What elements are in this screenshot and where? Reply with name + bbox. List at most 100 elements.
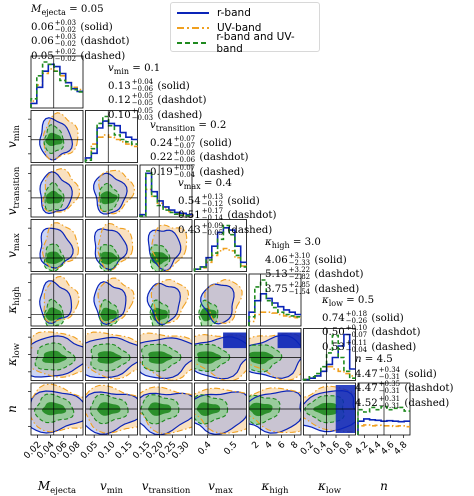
x-tick-label: 0.05 (79, 440, 100, 461)
joint-panel-v_max-n (194, 382, 247, 436)
rband-contour (200, 283, 235, 325)
marginal-panel-M_ejecta (30, 55, 84, 109)
annotation-header: κlow = 0.5 (322, 295, 375, 309)
panel-frame (30, 55, 84, 109)
marginal-panel-n (357, 382, 411, 436)
panel-contours (39, 112, 79, 161)
y-axis-label: vmax (5, 233, 22, 258)
panel-frame (194, 328, 247, 381)
panel-contours (140, 386, 192, 435)
combined-contour (249, 394, 281, 425)
panel-contours (31, 331, 83, 378)
joint-panel-v_min-kappa_low (85, 328, 138, 381)
combined-contour (43, 243, 66, 272)
legend-swatch-dashed (177, 42, 209, 44)
panel-contours (147, 224, 188, 272)
rband-contour (31, 335, 83, 378)
legend-entry-rband: r-band (177, 6, 251, 20)
x-axis-label: Mejecta (37, 479, 76, 496)
panel-frame (85, 164, 138, 218)
annotation-header: vmin = 0.1 (108, 63, 161, 77)
rband-contour (93, 281, 127, 326)
marginal-hist-dashed (302, 334, 356, 381)
annotation-header: κhigh = 3.0 (265, 237, 321, 251)
legend-entry-combined: r-band and UV-band (177, 31, 319, 55)
panel-contours (303, 385, 356, 433)
panel-frame (194, 273, 247, 327)
panel-frame (139, 382, 193, 436)
annotation-estimate: 0.74+0.18 −0.26 (solid) (322, 309, 404, 325)
joint-panel-v_transition-v_max (139, 219, 193, 272)
panel-contours (93, 222, 134, 272)
panel-contours (249, 387, 301, 434)
y-axis-label: κhigh (5, 286, 22, 315)
annotation-estimate: 0.22+0.08 −0.06 (dashdot) (150, 149, 249, 165)
uv-contour (41, 222, 80, 270)
annotation-estimate: 4.47+0.34 −0.31 (solid) (355, 365, 437, 381)
annotation-estimate: 0.54+0.13 −0.12 (solid) (178, 192, 260, 208)
marginal-hist-dashed (139, 170, 192, 217)
panel-frame (139, 219, 193, 272)
x-tick-label: 0.5 (222, 440, 239, 457)
annotation-v_transition: vtransition = 0.2 0.24+0.07 −0.07 (solid) 0… (150, 120, 248, 179)
combined-contour (43, 124, 65, 154)
uv-contour (43, 275, 80, 323)
annotation-n: n = 4.5 4.47+0.34 −0.31 (solid) 4.47+0.35 −0… (355, 354, 453, 410)
uv-contour (194, 334, 247, 381)
rband-contour (31, 390, 83, 434)
joint-panel-v_transition-n (139, 382, 193, 436)
rband-contour (85, 391, 138, 435)
joint-panel-M_ejecta-v_min (30, 110, 84, 163)
rband-contour (39, 117, 74, 161)
joint-panel-M_ejecta-kappa_low (30, 328, 84, 381)
annotation-estimate: 0.24+0.07 −0.07 (solid) (150, 134, 232, 150)
rband-contour (85, 336, 138, 379)
uv-contour (98, 169, 136, 215)
uv-contour (150, 278, 190, 324)
x-axis-label: κlow (317, 479, 342, 496)
uv-contour (31, 383, 83, 433)
joint-panel-v_max-kappa_high (194, 273, 247, 327)
annotation-header: n = 4.5 (355, 354, 393, 365)
annotation-estimate: 4.47+0.35 −0.31 (dashdot) (355, 380, 454, 396)
marginal-hist-dashdot (357, 424, 410, 435)
x-axis-label: vmin (100, 479, 124, 496)
uv-contour (204, 279, 243, 324)
combined-contour (249, 344, 283, 373)
x-tick-label: 4.8 (392, 440, 409, 457)
annotation-estimate: 0.53+0.11 −0.04 (dashed) (322, 338, 417, 354)
panel-contours (194, 387, 247, 435)
panel-contours (93, 169, 136, 215)
panel-frame (139, 273, 193, 327)
annotation-estimate: 0.12+0.05 −0.05 (dashdot) (108, 92, 207, 108)
x-tick-label: 4 (263, 440, 274, 451)
annotation-estimate: 0.43+0.09 −0.05 (dashed) (178, 221, 273, 237)
marginal-hist-dashed (357, 405, 410, 435)
combined-contour (194, 394, 229, 425)
rband-edge-fill (223, 332, 247, 349)
marginal-panel-v_transition (139, 164, 193, 218)
annotation-estimate: 0.51+0.17 −0.14 (dashdot) (178, 207, 277, 223)
panel-frame (248, 382, 302, 436)
x-tick-label: 8 (289, 440, 300, 451)
uv-contour (249, 332, 301, 381)
combined-fill-inner (46, 190, 63, 204)
rband-contour (39, 171, 73, 215)
rband-contour (249, 390, 301, 434)
x-axis-label: κhigh (261, 479, 290, 496)
uv-contour (42, 112, 79, 161)
rband-contour (39, 280, 73, 324)
legend-label: r-band and UV-band (216, 31, 295, 55)
annotation-estimate: 0.50+0.10 −0.07 (dashdot) (322, 324, 421, 340)
annotation-estimate: 0.13+0.04 −0.06 (solid) (108, 77, 190, 93)
rband-contour (93, 172, 128, 215)
annotation-M_ejecta: Mejecta = 0.05 0.06+0.03 −0.02 (solid) 0.06… (31, 4, 129, 63)
annotation-estimate: 0.10+0.05 −0.03 (dashed) (108, 106, 203, 122)
panel-frame (303, 382, 356, 436)
panel-frame (194, 382, 247, 436)
panel-contours (39, 275, 80, 326)
panel-frame (85, 273, 138, 327)
combined-contour (43, 298, 65, 326)
panel-frame (85, 328, 138, 381)
legend-label: r-band (217, 7, 251, 19)
